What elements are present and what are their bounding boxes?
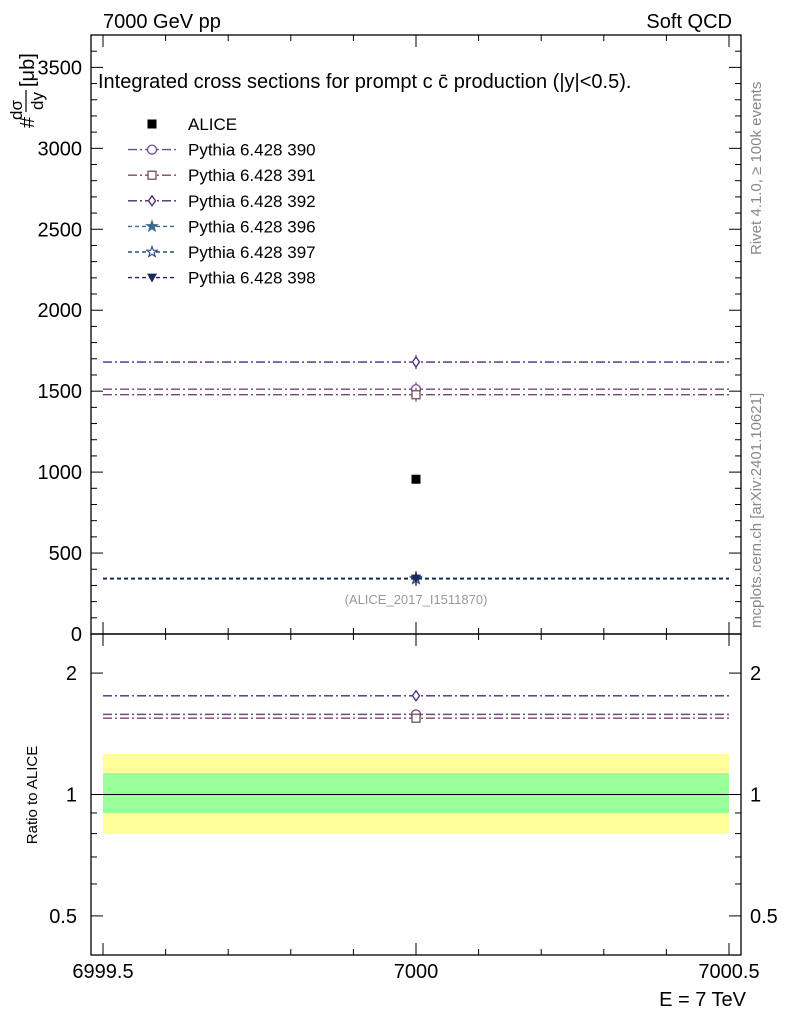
mc-point-5 <box>411 574 421 584</box>
ratio-y-tick-label-right: 1 <box>750 785 761 807</box>
header-left-label: 7000 GeV pp <box>103 11 221 33</box>
header-right-label: Soft QCD <box>646 11 732 33</box>
y-tick-label: 3000 <box>38 138 83 160</box>
ratio-y-tick-label: 1 <box>66 785 77 807</box>
legend-label-4: Pythia 6.428 397 <box>188 243 316 262</box>
ratio-point-1 <box>411 713 421 723</box>
y-label-numerator: dσ <box>7 100 26 120</box>
x-axis: 6999.5 7000 7000.5 <box>72 35 760 983</box>
legend-label-alice: ALICE <box>188 115 237 134</box>
y-tick-label: 500 <box>49 543 82 565</box>
analysis-annotation: (ALICE_2017_I1511870) <box>345 592 488 607</box>
y-label-denominator: dy <box>28 92 47 110</box>
y-label-unit: [μb] <box>17 53 39 87</box>
legend-marker-5 <box>147 273 157 283</box>
rivet-side-label: Rivet 4.1.0, ≥ 100k events <box>748 82 765 255</box>
legend-marker-2 <box>147 194 157 207</box>
ratio-y-tick-label: 2 <box>66 663 77 685</box>
x-tick-label: 6999.5 <box>72 961 133 983</box>
mc-series <box>103 355 729 586</box>
mc-point-2 <box>411 355 421 369</box>
ratio-uncertainty-bands <box>103 754 729 834</box>
y-tick-label: 2000 <box>38 300 83 322</box>
ratio-y-tick-label-right: 2 <box>750 663 761 685</box>
plot-title: Integrated cross sections for prompt c c… <box>98 71 631 93</box>
ratio-y-tick-label: 0.5 <box>49 906 77 928</box>
y-tick-label: 1500 <box>38 381 83 403</box>
ratio-band-inner <box>103 773 729 813</box>
legend-label-2: Pythia 6.428 392 <box>188 192 316 211</box>
y-tick-label: 1000 <box>38 462 83 484</box>
x-tick-label: 7000.5 <box>698 961 759 983</box>
legend: ALICE Pythia 6.428 390 Pythia 6.428 391 Pyt… <box>128 115 316 288</box>
legend-marker-0 <box>146 144 158 155</box>
x-axis-label: E = 7 TeV <box>659 989 747 1011</box>
legend-label-5: Pythia 6.428 398 <box>188 269 316 288</box>
ratio-series <box>103 689 729 723</box>
x-tick-label: 7000 <box>394 961 439 983</box>
legend-marker-alice <box>147 119 157 129</box>
y-tick-label: 2500 <box>38 219 83 241</box>
y-label-hash: # <box>17 116 39 128</box>
legend-marker-3 <box>145 219 159 233</box>
legend-marker-4 <box>145 244 159 258</box>
alice-data-point <box>411 474 421 484</box>
ratio-y-axis: 0.5 0.5 1 1 2 2 <box>49 663 778 956</box>
mcplots-side-label: mcplots.cern.ch [arXiv:2401.10621] <box>748 393 765 628</box>
ratio-y-tick-label-right: 0.5 <box>750 906 778 928</box>
legend-label-3: Pythia 6.428 396 <box>188 217 316 236</box>
legend-label-0: Pythia 6.428 390 <box>188 141 316 160</box>
y-tick-label: 3500 <box>38 57 83 79</box>
ratio-y-axis-label: Ratio to ALICE <box>24 746 41 844</box>
ratio-point-2 <box>411 689 421 702</box>
legend-label-1: Pythia 6.428 391 <box>188 166 316 185</box>
legend-marker-1 <box>147 170 157 180</box>
y-axis-label: # dσ dy [μb] <box>7 53 47 128</box>
main-y-axis: 0 500 1000 1500 2000 2500 3000 3500 <box>38 34 741 646</box>
mc-point-1 <box>411 390 421 400</box>
y-tick-label: 0 <box>71 624 82 646</box>
